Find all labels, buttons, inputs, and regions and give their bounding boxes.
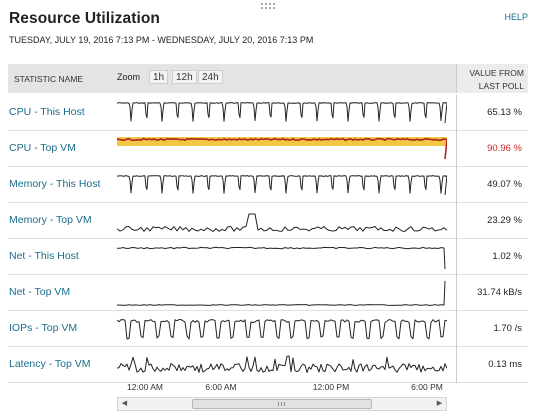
statistic-link-net-top-vm[interactable]: Net - Top VM <box>9 286 70 298</box>
time-tick: 6:00 PM <box>411 382 443 392</box>
value-net-this-host: 1.02 % <box>456 239 528 275</box>
time-tick: 12:00 PM <box>313 382 349 392</box>
value-memory-this-host: 49.07 % <box>456 167 528 203</box>
help-link[interactable]: HELP <box>504 12 528 22</box>
zoom-1h-button[interactable]: 1h <box>149 70 168 84</box>
value-iops-top-vm: 1.70 /s <box>456 311 528 347</box>
zoom-label: Zoom <box>117 72 140 82</box>
table-row: Net - This Host 1.02 % <box>8 239 528 275</box>
time-axis: 12:00 AM 6:00 AM 12:00 PM 6:00 PM <box>117 382 447 394</box>
statistic-link-latency-top-vm[interactable]: Latency - Top VM <box>9 358 91 370</box>
value-header-line1: VALUE FROM <box>457 67 524 80</box>
table-row: Net - Top VM 31.74 kB/s <box>8 275 528 311</box>
sparkline-net-top-vm[interactable] <box>117 279 447 307</box>
statistic-name-header: STATISTIC NAME <box>14 74 83 84</box>
value-header-line2: LAST POLL <box>457 80 524 93</box>
value-cpu-this-host: 65.13 % <box>456 95 528 131</box>
table-row: IOPs - Top VM 1.70 /s <box>8 311 528 347</box>
time-tick: 12:00 AM <box>127 382 163 392</box>
sparkline-memory-this-host[interactable] <box>117 171 447 199</box>
table-header: STATISTIC NAME Zoom 1h 12h 24h VALUE FRO… <box>8 64 528 93</box>
time-scrollbar[interactable]: ◀ ▶ <box>117 397 447 411</box>
statistic-link-memory-top-vm[interactable]: Memory - Top VM <box>9 214 92 226</box>
sparkline-latency-top-vm[interactable] <box>117 351 447 379</box>
scroll-left-icon[interactable]: ◀ <box>118 398 131 410</box>
table-row: Memory - This Host 49.07 % <box>8 167 528 203</box>
table-row: CPU - This Host 65.13 % <box>8 95 528 131</box>
value-latency-top-vm: 0.13 ms <box>456 347 528 383</box>
statistic-link-net-this-host[interactable]: Net - This Host <box>9 250 79 262</box>
value-net-top-vm: 31.74 kB/s <box>456 275 528 311</box>
drag-handle-icon[interactable] <box>261 3 277 11</box>
statistic-link-iops-top-vm[interactable]: IOPs - Top VM <box>9 322 77 334</box>
sparkline-cpu-this-host[interactable] <box>117 99 447 127</box>
table-row: Memory - Top VM 23.29 % <box>8 203 528 239</box>
widget-title: Resource Utilization <box>9 10 160 28</box>
value-header: VALUE FROM LAST POLL <box>456 64 528 93</box>
zoom-12h-button[interactable]: 12h <box>172 70 197 84</box>
scrollbar-thumb[interactable] <box>192 399 372 409</box>
statistic-link-memory-this-host[interactable]: Memory - This Host <box>9 178 100 190</box>
table-row: CPU - Top VM 90.96 % <box>8 131 528 167</box>
scroll-right-icon[interactable]: ▶ <box>433 398 446 410</box>
value-cpu-top-vm: 90.96 % <box>456 131 528 167</box>
sparkline-iops-top-vm[interactable] <box>117 315 447 343</box>
date-range: TUESDAY, JULY 19, 2016 7:13 PM - WEDNESD… <box>9 35 313 45</box>
statistic-link-cpu-this-host[interactable]: CPU - This Host <box>9 106 85 118</box>
value-memory-top-vm: 23.29 % <box>456 203 528 239</box>
zoom-24h-button[interactable]: 24h <box>198 70 223 84</box>
sparkline-memory-top-vm[interactable] <box>117 207 447 235</box>
statistic-link-cpu-top-vm[interactable]: CPU - Top VM <box>9 142 76 154</box>
table-row: Latency - Top VM 0.13 ms <box>8 347 528 383</box>
sparkline-net-this-host[interactable] <box>117 243 447 271</box>
sparkline-cpu-top-vm[interactable] <box>117 135 447 163</box>
time-tick: 6:00 AM <box>205 382 236 392</box>
